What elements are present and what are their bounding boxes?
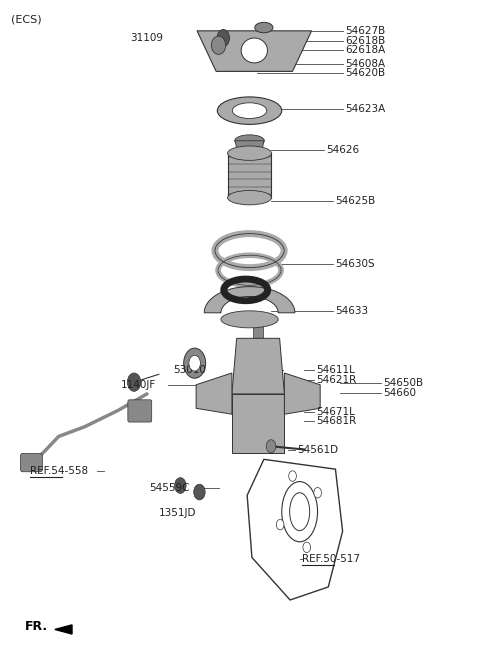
Circle shape — [189, 355, 200, 371]
Text: 54623A: 54623A — [345, 104, 385, 114]
Text: (ECS): (ECS) — [11, 14, 42, 24]
Circle shape — [184, 348, 205, 378]
Ellipse shape — [221, 311, 278, 328]
Polygon shape — [204, 286, 295, 313]
Circle shape — [217, 30, 229, 47]
Ellipse shape — [228, 146, 272, 160]
Text: FR.: FR. — [25, 620, 48, 633]
Text: REF.50-517: REF.50-517 — [302, 554, 360, 564]
Circle shape — [289, 471, 296, 482]
Text: 54621R: 54621R — [316, 375, 357, 385]
Text: 62618A: 62618A — [345, 45, 385, 55]
Text: 62618B: 62618B — [345, 35, 385, 45]
Polygon shape — [284, 373, 320, 414]
Text: 54611L: 54611L — [316, 365, 355, 375]
Polygon shape — [232, 338, 284, 394]
Circle shape — [266, 440, 276, 453]
Text: 54608A: 54608A — [345, 58, 385, 68]
Text: 54559C: 54559C — [149, 483, 190, 493]
Ellipse shape — [241, 38, 267, 63]
Text: 54626: 54626 — [326, 145, 359, 155]
Polygon shape — [196, 373, 232, 414]
FancyBboxPatch shape — [21, 453, 42, 472]
Polygon shape — [253, 325, 263, 338]
Text: 53010: 53010 — [173, 365, 206, 374]
FancyBboxPatch shape — [128, 400, 152, 422]
Polygon shape — [228, 153, 272, 198]
Ellipse shape — [217, 97, 282, 124]
Ellipse shape — [255, 22, 273, 33]
Text: 54650B: 54650B — [383, 378, 423, 388]
Polygon shape — [232, 394, 284, 453]
Circle shape — [303, 542, 311, 553]
Ellipse shape — [228, 191, 272, 205]
Circle shape — [127, 373, 141, 392]
Ellipse shape — [211, 36, 226, 55]
Polygon shape — [55, 625, 72, 634]
Text: 54660: 54660 — [383, 388, 416, 398]
Text: 1351JD: 1351JD — [159, 508, 196, 518]
Text: 1140JF: 1140JF — [120, 380, 156, 390]
Text: REF.54-558: REF.54-558 — [30, 466, 88, 476]
Ellipse shape — [235, 135, 264, 147]
Text: 54561D: 54561D — [297, 445, 338, 455]
Polygon shape — [235, 141, 264, 162]
Circle shape — [314, 487, 322, 498]
Polygon shape — [197, 31, 312, 72]
Circle shape — [276, 520, 284, 530]
Ellipse shape — [232, 102, 267, 118]
Text: 54630S: 54630S — [336, 260, 375, 269]
Circle shape — [194, 484, 205, 500]
Text: 31109: 31109 — [131, 33, 164, 43]
Text: 54671L: 54671L — [316, 407, 355, 417]
Text: 54633: 54633 — [336, 306, 369, 316]
Text: 54620B: 54620B — [345, 68, 385, 78]
Text: 54627B: 54627B — [345, 26, 385, 36]
Circle shape — [175, 478, 186, 493]
Text: 54681R: 54681R — [316, 417, 357, 426]
Text: 54625B: 54625B — [336, 196, 376, 206]
